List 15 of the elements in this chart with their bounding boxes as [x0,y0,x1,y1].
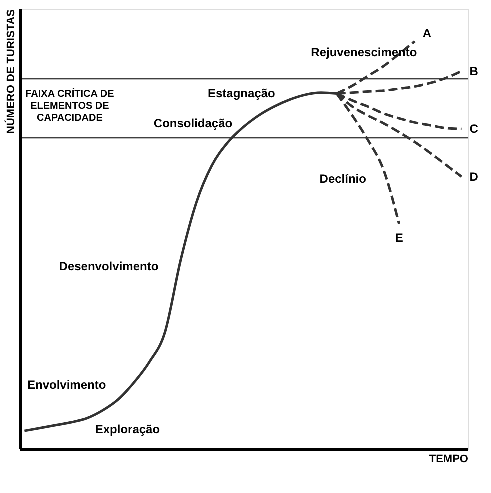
series-label: A [422,26,432,41]
series-label: E [395,231,404,246]
annotation: Consolidação [154,116,233,130]
y-axis-title: NÚMERO DE TURISTAS [4,10,18,134]
annotation: Estagnação [208,86,276,101]
annotation: Declínio [320,172,366,186]
series-label: C [470,122,479,136]
annotation: Envolvimento [27,378,106,392]
ref-line-label: FAIXA CRÍTICA DE ELEMENTOS DE CAPACIDADE [26,88,115,124]
annotation: Desenvolvimento [59,259,159,274]
series-label: D [470,170,479,184]
annotation: Rejuvenescimento [311,46,418,60]
x-axis-title: TEMPO [429,454,469,466]
series-label: B [470,64,479,78]
annotation: Exploração [95,422,160,436]
